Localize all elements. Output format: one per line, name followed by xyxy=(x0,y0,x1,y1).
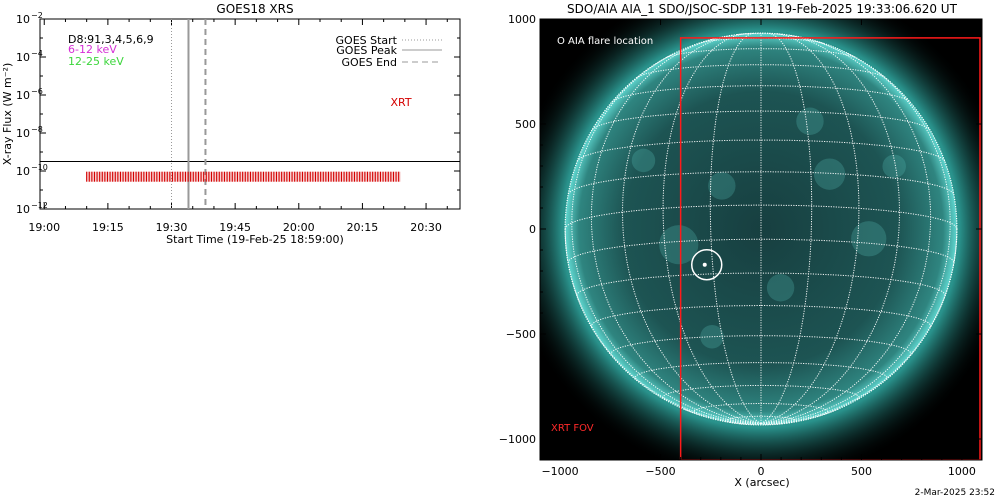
grid-line xyxy=(576,139,946,162)
grid-line xyxy=(736,32,786,36)
goes-legend: GOES Start GOES Peak GOES End xyxy=(336,34,442,69)
active-region xyxy=(813,158,846,190)
goes-x-tick-label: 19:45 xyxy=(219,221,251,234)
grid-line xyxy=(760,52,951,424)
aia-y-tick-label: −500 xyxy=(506,328,536,341)
goes-x-tick-label: 19:30 xyxy=(156,221,188,234)
grid-line xyxy=(662,33,762,424)
active-region xyxy=(851,221,887,257)
active-region xyxy=(659,225,699,265)
aia-x-tick-label: −1000 xyxy=(541,465,578,478)
goes-y-tick-label: 10−10 xyxy=(16,163,48,178)
aia-panel: SDO/AIA AIA_1 SDO/JSOC-SDP 131 19-Feb-20… xyxy=(499,2,983,489)
active-region xyxy=(766,274,795,302)
aia-x-axis: −1000 −500 0 500 1000 xyxy=(539,19,983,478)
aia-y-tick-label: 0 xyxy=(529,223,536,236)
goes-x-tick-label: 19:00 xyxy=(28,221,60,234)
goes-title: GOES18 XRS xyxy=(216,2,293,16)
active-regions xyxy=(631,107,906,349)
solar-disk xyxy=(565,33,957,425)
heliographic-grid xyxy=(564,32,958,426)
xrt-label: XRT xyxy=(390,96,411,109)
aia-x-tick-label: 500 xyxy=(851,465,872,478)
footer-timestamp: 2-Mar-2025 23:52 xyxy=(915,488,995,498)
goes-y-tick-label: 10−4 xyxy=(16,49,43,64)
grid-line xyxy=(611,85,911,103)
grid-line xyxy=(693,403,829,415)
goes-x-tick-label: 19:15 xyxy=(92,221,124,234)
goes-y-axis-title: X-ray Flux (W m⁻²) xyxy=(1,63,14,165)
aia-title: SDO/AIA AIA_1 SDO/JSOC-SDP 131 19-Feb-20… xyxy=(567,2,958,16)
goes-y-tick-label: 10−8 xyxy=(16,125,43,140)
grid-line xyxy=(760,422,772,425)
aia-y-tick-label: −1000 xyxy=(499,433,536,446)
grid-line xyxy=(621,34,762,424)
aia-x-tick-label: 0 xyxy=(758,465,765,478)
grid-line xyxy=(591,110,931,130)
flare-kernel xyxy=(702,262,707,267)
active-region xyxy=(796,107,824,135)
flare-location-circle xyxy=(690,248,723,281)
grid-line xyxy=(760,33,860,424)
legend-goes-peak: GOES Peak xyxy=(336,44,397,57)
goes-x-axis: 19:00 19:15 19:30 19:45 20:00 20:15 20:30 xyxy=(28,19,448,234)
grid-line xyxy=(567,171,955,195)
goes-panel: GOES18 XRS 10−2 10−4 10−6 10−8 10−10 10−12 19… xyxy=(1,2,461,246)
grid-line xyxy=(709,32,762,424)
goes-x-axis-title: Start Time (19-Feb-25 18:59:00) xyxy=(166,233,344,246)
active-region xyxy=(882,154,906,179)
aia-x-tick-label: −500 xyxy=(645,465,675,478)
grid-line xyxy=(571,52,762,424)
channel-label-2: 6-12 keV xyxy=(68,43,117,56)
channel-label-1: D8:91,3,4,5,6,9 xyxy=(68,33,154,46)
aia-x-axis-title: X (arcsec) xyxy=(734,476,789,489)
grid-line xyxy=(760,32,813,424)
aia-y-tick-label: 500 xyxy=(515,118,536,131)
grid-line xyxy=(760,34,901,424)
active-region xyxy=(631,148,656,173)
xrt-observation-marks xyxy=(86,171,401,182)
solar-limb xyxy=(564,32,958,426)
aia-flare-legend: O AIA flare location xyxy=(557,36,653,47)
channel-label-3: 12-25 keV xyxy=(68,55,124,68)
xrt-fov-label: XRT FOV xyxy=(551,423,594,434)
active-region xyxy=(708,172,736,200)
aia-y-tick-label: 1000 xyxy=(508,13,536,26)
goes-x-tick-label: 20:00 xyxy=(283,221,315,234)
goes-x-tick-label: 20:30 xyxy=(410,221,442,234)
aia-y-axis: 1000 500 0 −500 −1000 xyxy=(499,13,982,461)
goes-x-tick-label: 20:15 xyxy=(347,221,379,234)
aia-image xyxy=(540,19,982,460)
goes-y-tick-label: 10−12 xyxy=(16,201,48,216)
xrt-fov-box xyxy=(679,37,981,460)
goes-y-tick-label: 10−2 xyxy=(16,11,43,26)
legend-goes-end: GOES End xyxy=(341,56,397,69)
xrt-obs-band xyxy=(86,171,401,182)
goes-y-tick-label: 10−6 xyxy=(16,87,43,102)
legend-goes-start: GOES Start xyxy=(336,34,398,47)
grid-line xyxy=(666,48,856,58)
aia-x-tick-label: 1000 xyxy=(948,465,976,478)
